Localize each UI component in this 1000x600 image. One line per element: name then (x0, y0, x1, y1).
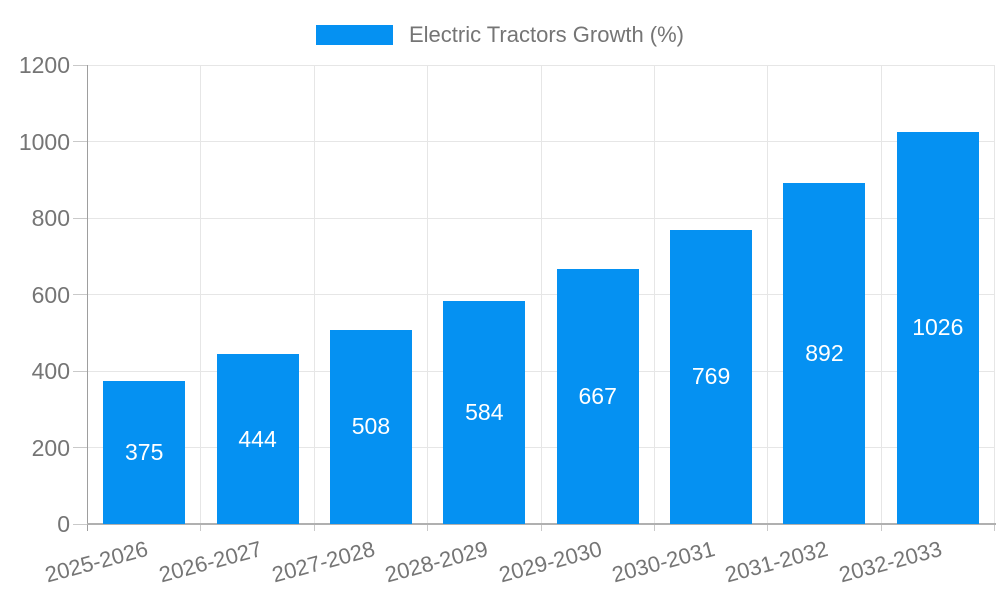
bar[interactable]: 444 (216, 354, 299, 524)
bar-value-label: 584 (465, 398, 504, 425)
bar[interactable]: 508 (329, 329, 412, 524)
y-tick-label: 400 (31, 358, 70, 384)
bar-value-label: 375 (125, 438, 164, 465)
y-tick (73, 294, 88, 295)
x-tick (880, 524, 882, 531)
y-tick-label: 800 (31, 205, 70, 231)
bar-value-label: 769 (691, 363, 731, 390)
bar[interactable]: 892 (783, 182, 866, 524)
bar[interactable]: 667 (556, 268, 639, 524)
y-tick (73, 64, 88, 66)
x-tick (427, 524, 429, 531)
x-tick (200, 524, 202, 531)
x-gridline (880, 65, 882, 524)
x-axis-baseline (86, 523, 996, 525)
y-tick (73, 523, 88, 525)
legend-swatch (315, 25, 393, 45)
bar[interactable]: 1026 (896, 131, 979, 524)
x-gridline (994, 65, 995, 524)
bar-value-label: 1026 (912, 314, 964, 341)
y-tick (73, 370, 88, 372)
y-tick (73, 217, 88, 219)
x-gridline (767, 65, 769, 524)
bar[interactable]: 584 (443, 300, 526, 524)
y-tick-label: 0 (57, 511, 70, 537)
legend-item[interactable]: Electric Tractors Growth (%) (315, 22, 685, 48)
x-tick (313, 524, 315, 531)
y-tick (73, 141, 88, 142)
x-tick (653, 524, 655, 531)
bar-value-label: 892 (805, 339, 844, 366)
x-tick (540, 524, 542, 531)
x-gridline (653, 65, 655, 524)
y-tick (73, 447, 88, 448)
x-tick (994, 524, 995, 531)
bar-value-label: 508 (351, 413, 391, 440)
y-tick-label: 1200 (18, 52, 70, 78)
bar-value-label: 667 (578, 382, 617, 409)
y-axis-line (86, 65, 88, 531)
bar[interactable]: 769 (670, 229, 753, 524)
bar-value-label: 444 (238, 425, 277, 452)
y-tick-label: 600 (31, 281, 70, 308)
x-gridline (200, 65, 202, 524)
x-tick (767, 524, 769, 531)
y-tick-label: 200 (31, 434, 70, 461)
y-tick-label: 1000 (18, 128, 70, 155)
x-gridline (313, 65, 315, 524)
legend-label: Electric Tractors Growth (%) (408, 22, 685, 47)
bar[interactable]: 375 (103, 380, 186, 524)
x-gridline (427, 65, 429, 524)
x-gridline (540, 65, 542, 524)
legend: Electric Tractors Growth (%) (0, 22, 1000, 48)
